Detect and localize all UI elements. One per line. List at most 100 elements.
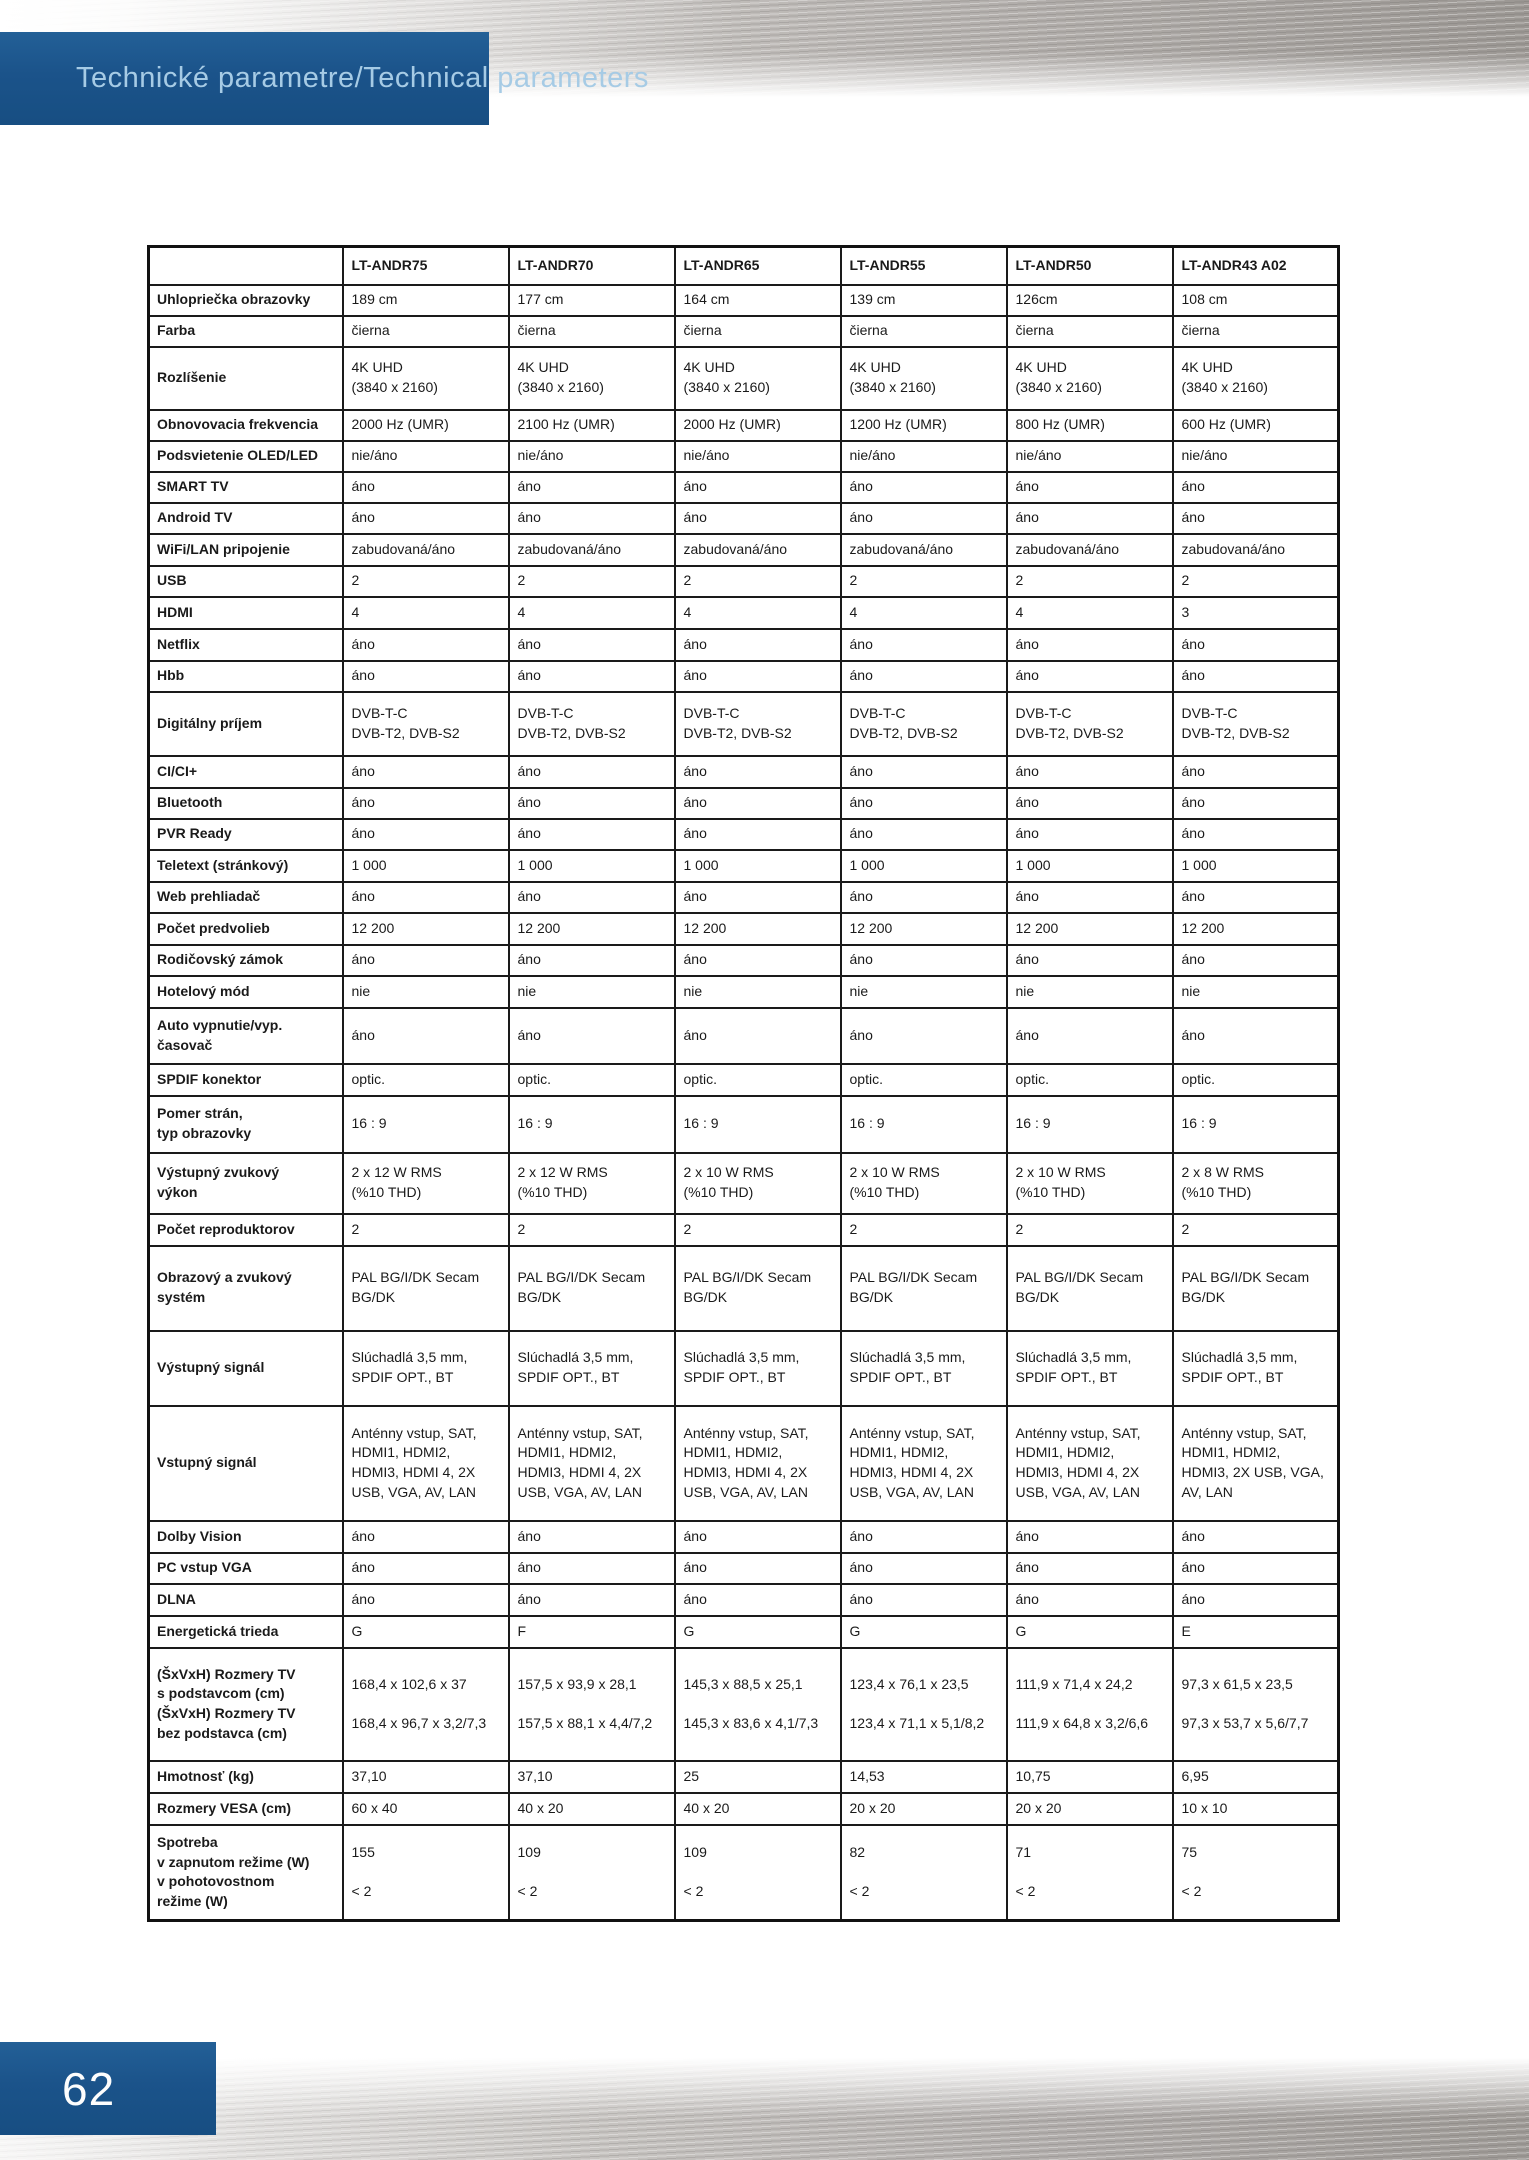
value-cell: Slúchadlá 3,5 mm, SPDIF OPT., BT	[1171, 1329, 1340, 1407]
value-cell: 2000 Hz (UMR)	[673, 408, 842, 442]
value-cell: nie/áno	[839, 439, 1008, 473]
value-cell: 2	[673, 1212, 842, 1247]
table-row: Výstupný zvukový výkon 2 x 12 W RMS (%10 …	[147, 1151, 1340, 1215]
table-row: Energetická trieda G F G G G E	[147, 1614, 1340, 1649]
value-cell: áno	[1171, 817, 1340, 851]
value-cell: 60 x 40	[341, 1791, 510, 1826]
value-cell: áno	[839, 659, 1008, 693]
page-title-bar: Technické parametre/Technical parameters	[0, 32, 648, 125]
row-label-cell: (ŠxVxH) Rozmery TV s podstavcom (cm) (Šx…	[147, 1646, 344, 1762]
value-cell: áno	[1005, 754, 1174, 789]
value-cell: zabudovaná/áno	[507, 532, 676, 567]
row-label-cell: Farba	[147, 314, 344, 348]
row-label-cell: Počet predvolieb	[147, 911, 344, 946]
row-label-cell: Spotreba v zapnutom režime (W) v pohotov…	[147, 1823, 344, 1922]
table-row: Pomer strán, typ obrazovky 16 : 9 16 : 9 16…	[147, 1094, 1340, 1154]
row-label-cell: PVR Ready	[147, 817, 344, 851]
value-cell: F	[507, 1614, 676, 1649]
value-cell: čierna	[507, 314, 676, 348]
table-row: Bluetooth áno áno áno áno áno áno	[147, 786, 1340, 820]
value-cell: optic.	[839, 1062, 1008, 1097]
value-cell: áno	[1005, 817, 1174, 851]
value-cell: zabudovaná/áno	[341, 532, 510, 567]
row-label-cell: HDMI	[147, 595, 344, 630]
value-cell: DVB-T-C DVB-T2, DVB-S2	[673, 690, 842, 757]
value-cell: Anténny vstup, SAT, HDMI1, HDMI2, HDMI3,…	[1171, 1404, 1340, 1522]
table-row: Digitálny príjem DVB-T-C DVB-T2, DVB-S2 DV…	[147, 690, 1340, 757]
model-header-cell: LT-ANDR55	[839, 245, 1008, 286]
row-label-cell: Obrazový a zvukový systém	[147, 1244, 344, 1332]
table-row: PVR Ready áno áno áno áno áno áno	[147, 817, 1340, 851]
table-row: CI/CI+ áno áno áno áno áno áno	[147, 754, 1340, 789]
value-cell: zabudovaná/áno	[673, 532, 842, 567]
row-label-cell: Výstupný signál	[147, 1329, 344, 1407]
value-cell: 10 x 10	[1171, 1791, 1340, 1826]
value-cell: áno	[341, 1519, 510, 1554]
value-cell: 600 Hz (UMR)	[1171, 408, 1340, 442]
value-cell: 16 : 9	[507, 1094, 676, 1154]
value-cell: áno	[673, 943, 842, 977]
value-cell: nie/áno	[673, 439, 842, 473]
value-cell: áno	[507, 659, 676, 693]
value-cell: 2	[673, 564, 842, 598]
value-cell: 16 : 9	[1005, 1094, 1174, 1154]
value-cell: 4K UHD (3840 x 2160)	[341, 345, 510, 411]
value-cell: áno	[1005, 501, 1174, 535]
value-cell: áno	[341, 817, 510, 851]
value-cell: 2 x 10 W RMS (%10 THD)	[673, 1151, 842, 1215]
value-cell: nie/áno	[507, 439, 676, 473]
value-cell: nie/áno	[1005, 439, 1174, 473]
value-cell: nie/áno	[1171, 439, 1340, 473]
value-cell: 139 cm	[839, 283, 1008, 317]
row-label-cell: Výstupný zvukový výkon	[147, 1151, 344, 1215]
value-cell: áno	[1171, 943, 1340, 977]
row-label-cell: SMART TV	[147, 470, 344, 504]
value-cell: áno	[507, 470, 676, 504]
model-header-cell: LT-ANDR43 A02	[1171, 245, 1340, 286]
value-cell: áno	[673, 501, 842, 535]
value-cell: áno	[839, 943, 1008, 977]
row-label-cell: Vstupný signál	[147, 1404, 344, 1522]
value-cell: Slúchadlá 3,5 mm, SPDIF OPT., BT	[673, 1329, 842, 1407]
value-cell: Anténny vstup, SAT, HDMI1, HDMI2, HDMI3,…	[673, 1404, 842, 1522]
value-cell: áno	[341, 470, 510, 504]
row-label-cell: Počet reproduktorov	[147, 1212, 344, 1247]
value-cell: DVB-T-C DVB-T2, DVB-S2	[1171, 690, 1340, 757]
value-cell: áno	[673, 1551, 842, 1585]
value-cell: PAL BG/I/DK Secam BG/DK	[673, 1244, 842, 1332]
value-cell: 16 : 9	[673, 1094, 842, 1154]
table-row: Android TV áno áno áno áno áno áno	[147, 501, 1340, 535]
value-cell: 164 cm	[673, 283, 842, 317]
value-cell: 12 200	[341, 911, 510, 946]
value-cell: áno	[507, 501, 676, 535]
value-cell: áno	[1171, 786, 1340, 820]
row-label-cell: USB	[147, 564, 344, 598]
model-header-cell: LT-ANDR65	[673, 245, 842, 286]
value-cell: 800 Hz (UMR)	[1005, 408, 1174, 442]
row-label-cell: Hbb	[147, 659, 344, 693]
value-cell: 2 x 12 W RMS (%10 THD)	[341, 1151, 510, 1215]
value-cell: 75 < 2	[1171, 1823, 1340, 1922]
value-cell: 126cm	[1005, 283, 1174, 317]
value-cell: 16 : 9	[341, 1094, 510, 1154]
value-cell: nie	[1005, 974, 1174, 1009]
table-row: SPDIF konektor optic. optic. optic. optic. op…	[147, 1062, 1340, 1097]
value-cell: G	[839, 1614, 1008, 1649]
value-cell: áno	[507, 754, 676, 789]
table-row: Farba čierna čierna čierna čierna čierna čiern…	[147, 314, 1340, 348]
value-cell: nie	[341, 974, 510, 1009]
value-cell: 3	[1171, 595, 1340, 630]
value-cell: áno	[1005, 627, 1174, 662]
row-label-cell: Digitálny príjem	[147, 690, 344, 757]
value-cell: zabudovaná/áno	[1005, 532, 1174, 567]
table-row: Obrazový a zvukový systém PAL BG/I/DK Sec…	[147, 1244, 1340, 1332]
value-cell: 145,3 x 88,5 x 25,1 145,3 x 83,6 x 4,1/7…	[673, 1646, 842, 1762]
value-cell: Anténny vstup, SAT, HDMI1, HDMI2, HDMI3,…	[341, 1404, 510, 1522]
value-cell: 4	[507, 595, 676, 630]
row-label-cell: Rozlíšenie	[147, 345, 344, 411]
value-cell: áno	[1171, 754, 1340, 789]
value-cell: PAL BG/I/DK Secam BG/DK	[1171, 1244, 1340, 1332]
value-cell: áno	[1171, 1006, 1340, 1065]
value-cell: áno	[839, 1006, 1008, 1065]
row-label-cell: Teletext (stránkový)	[147, 848, 344, 883]
